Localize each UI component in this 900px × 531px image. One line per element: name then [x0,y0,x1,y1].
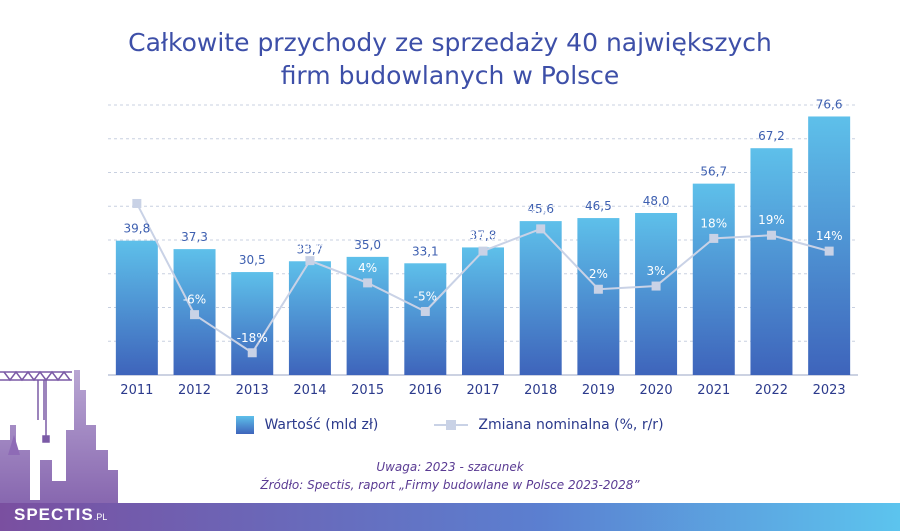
chart-title-line-1: Całkowite przychody ze sprzedaży 40 najw… [128,28,772,57]
legend-bar-swatch [236,416,255,434]
change-value-label: 11% [297,239,324,253]
bar-2011 [115,240,158,375]
chart-title-line-2: firm budowlanych w Polsce [280,61,620,90]
city-skyline-illustration [0,370,900,531]
logo-suffix: .PL [93,512,108,522]
change-value-label: 14% [470,229,497,243]
change-point-2014 [305,256,315,266]
bar-2014 [288,261,331,375]
bar-2021 [692,183,735,375]
change-point-2021 [709,233,719,243]
change-value-label: 2% [589,267,608,281]
change-point-2015 [363,278,373,288]
bar-value-label: 39,8 [123,222,150,236]
bar-value-label: 48,0 [643,194,670,208]
x-tick-label: 2012 [178,383,211,398]
x-tick-label: 2013 [236,383,269,398]
legend-line-label: Zmiana nominalna (%, r/r) [478,417,664,433]
bar-value-label: 56,7 [700,165,727,179]
spectis-logo: SPECTIS.PL [14,505,107,525]
change-point-2012 [190,310,200,320]
x-tick-label: 2018 [524,383,557,398]
x-tick-label: 2021 [697,383,730,398]
x-tick-label: 2020 [640,383,673,398]
bar-value-label: 45,6 [527,202,554,216]
bar-value-label: 76,6 [816,97,843,111]
legend-item-bars: Wartość (mld zł) [236,416,378,434]
bar-2017 [462,247,504,375]
estimate-note: Uwaga: 2023 - szacunek [376,460,524,474]
bar-2020 [635,213,678,375]
source-note: Źródło: Spectis, raport „Firmy budowlane… [260,478,640,492]
bar-value-label: 37,3 [181,230,208,244]
change-value-label: 21% [527,207,554,221]
change-value-label: 14% [816,229,843,243]
bar-value-label: 33,7 [297,242,324,256]
change-value-label: -18% [237,331,268,345]
change-point-2016 [420,306,430,316]
legend-line-swatch [434,416,469,434]
change-value-label: 29% [124,181,151,195]
change-point-2011 [132,198,142,208]
x-tick-label: 2017 [466,383,499,398]
change-value-label: 18% [700,216,727,230]
bar-2023 [808,116,851,375]
bar-2019 [577,218,620,375]
legend-bar-label: Wartość (mld zł) [264,417,379,433]
x-tick-label: 2019 [582,383,615,398]
chart-title: Całkowite przychody ze sprzedaży 40 najw… [0,26,900,92]
x-tick-label: 2016 [409,383,442,398]
change-value-label: 19% [758,213,785,227]
change-point-2022 [766,230,776,240]
change-value-label: 4% [358,261,377,275]
chart-area: 39,8 2011 37,3 2012 30,5 2013 33,7 2014 35,0 2015… [108,97,858,398]
bar-value-label: 46,5 [585,199,612,213]
change-value-label: -5% [414,289,437,303]
change-point-2017 [478,246,488,256]
x-tick-label: 2023 [813,383,846,398]
chart-legend: Wartość (mld zł) Zmiana nominalna (%, r/… [0,416,900,434]
bar-2022 [750,148,793,375]
x-tick-label: 2011 [120,383,153,398]
bar-2018 [519,221,562,375]
bar-value-label: 37,8 [470,228,497,242]
change-point-2023 [824,246,834,256]
logo-name: SPECTIS [14,505,94,524]
x-tick-label: 2014 [293,383,326,398]
legend-item-line: Zmiana nominalna (%, r/r) [434,416,664,434]
bar-value-label: 33,1 [412,244,439,258]
change-point-2018 [536,224,546,234]
change-point-2013 [247,348,257,358]
change-value-label: -6% [183,293,206,307]
change-point-2020 [651,281,661,291]
bar-value-label: 35,0 [354,238,381,252]
bar-2016 [404,263,447,375]
x-tick-label: 2015 [351,383,384,398]
change-value-label: 3% [647,264,666,278]
bar-2013 [231,272,274,375]
bar-value-label: 30,5 [239,253,266,267]
change-point-2019 [593,284,603,294]
bar-value-label: 67,2 [758,129,785,143]
x-tick-label: 2022 [755,383,788,398]
